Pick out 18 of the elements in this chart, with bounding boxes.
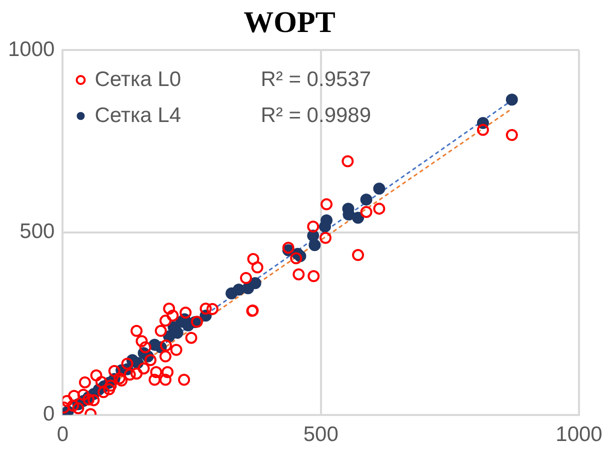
point <box>506 94 518 106</box>
legend-label: Сетка L4 <box>94 104 182 127</box>
point <box>352 212 364 224</box>
point <box>308 239 321 252</box>
chart-title: WOPT <box>244 6 336 39</box>
point <box>373 182 386 195</box>
point <box>360 194 372 206</box>
x-tick-label: 1000 <box>556 423 602 446</box>
y-tick-label: 1000 <box>8 38 55 61</box>
point <box>320 214 333 226</box>
legend-label: Сетка L0 <box>94 68 182 91</box>
y-tick-label: 500 <box>20 220 55 244</box>
point <box>249 277 262 290</box>
point <box>232 284 245 296</box>
annotation: R² = 0.9537 <box>260 68 372 91</box>
annotation: R² = 0.9989 <box>260 104 372 127</box>
x-tick-label: 500 <box>303 423 338 446</box>
y-tick-label: 0 <box>43 402 55 426</box>
